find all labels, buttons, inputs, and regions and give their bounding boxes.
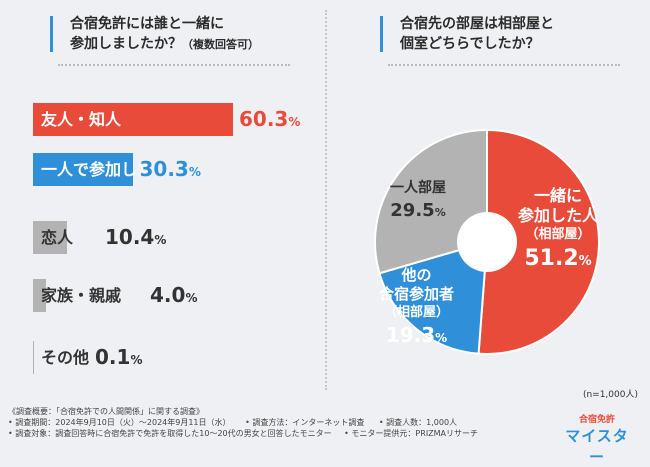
right-question: 合宿先の部屋は相部屋と 個室どちらでしたか？ [380, 14, 554, 54]
pie-label-private: 一人部屋 29.5% [390, 178, 446, 226]
bar-label-friends: 友人・知人 [41, 110, 122, 129]
footer-target: • 調査対象：調査回答時に合宿免許で免許を取得した10～20代の男女と回答したモ… [8, 429, 332, 438]
pie-label-together: 一緒に 参加した人 （相部屋） 51.2% [518, 186, 598, 277]
footer-provider: • モニター提供元：PRIZMAリサーチ [344, 429, 479, 438]
question-accent-bar [50, 16, 53, 52]
pie-label-private-name: 一人部屋 [390, 180, 446, 196]
bar-friends [33, 103, 233, 136]
left-question-main: 参加しましたか？ [70, 36, 182, 52]
footer-title: 《調査概要：「合宿免許での人間関係」に関する調査》 [8, 407, 204, 416]
footer-method: • 調査方法：インターネット調査 [245, 418, 365, 427]
pie-slice-1 [378, 240, 489, 355]
pie-value-private: 29.5% [390, 200, 446, 221]
sample-size-note: (n=1,000人) [582, 390, 638, 400]
bar-family [33, 279, 47, 312]
bar-value-other: 0.1% [95, 345, 143, 369]
pie-label-others: 他の 合宿参加者 （相部屋） 19.3% [379, 266, 454, 352]
question-accent-bar [380, 16, 383, 52]
column-divider [325, 10, 327, 390]
survey-footer: 《調査概要：「合宿免許での人間関係」に関する調査》 • 調査期間：2024年9月… [8, 406, 478, 439]
right-question-line2: 個室どちらでしたか？ [400, 36, 540, 52]
left-question-underline [58, 64, 290, 66]
pie-label-together-line1: 一緒に [534, 186, 583, 205]
pie-label-together-sub: （相部屋） [525, 227, 591, 242]
pie-chart [374, 128, 600, 355]
logo-line2: マイスター [565, 427, 629, 466]
bar-alone [33, 153, 134, 186]
footer-row2: • 調査期間：2024年9月10日（火）～2024年9月11日（水） • 調査方… [8, 417, 478, 428]
left-question: 合宿免許には誰と一緒に 参加しましたか？（複数回答可） [50, 14, 259, 55]
bar-value-friends: 60.3% [239, 107, 301, 131]
pie-label-others-line2: 合宿参加者 [379, 285, 455, 303]
footer-period: • 調査期間：2024年9月10日（火）～2024年9月11日（水） [8, 418, 231, 427]
pie-center-hole [457, 212, 517, 272]
bar-partner [33, 221, 68, 254]
right-question-underline [388, 64, 620, 66]
left-question-note: （複数回答可） [182, 38, 259, 51]
left-question-line1: 合宿免許には誰と一緒に [70, 16, 224, 32]
pie-label-together-line2: 参加した人 [518, 206, 599, 225]
footer-row3: • 調査対象：調査回答時に合宿免許で免許を取得した10～20代の男女と回答したモ… [8, 428, 478, 439]
bar-label-partner: 恋人 [41, 228, 74, 247]
pie-value-together: 51.2% [524, 246, 592, 271]
bar-value-family: 4.0% [150, 283, 198, 307]
footer-count: • 調査人数：1,000人 [378, 418, 458, 427]
left-question-line2: 参加しましたか？（複数回答可） [50, 34, 259, 55]
bar-label-other: その他 [41, 348, 90, 367]
bar-value-partner: 10.4% [105, 225, 167, 249]
right-question-line1: 合宿先の部屋は相部屋と [400, 16, 554, 32]
pie-label-others-sub: （相部屋） [384, 305, 450, 320]
brand-logo: 合宿免許 マイスター [558, 412, 636, 467]
logo-line1: 合宿免許 [578, 415, 615, 425]
pie-slice-0 [477, 128, 600, 355]
pie-label-others-line1: 他の [401, 266, 432, 284]
pie-value-others: 19.3% [385, 323, 448, 347]
bar-other [33, 341, 34, 374]
bar-value-alone: 30.3% [139, 157, 201, 181]
bar-label-family: 家族・親戚 [41, 286, 122, 305]
bar-label-alone: 一人で参加した [41, 160, 154, 179]
